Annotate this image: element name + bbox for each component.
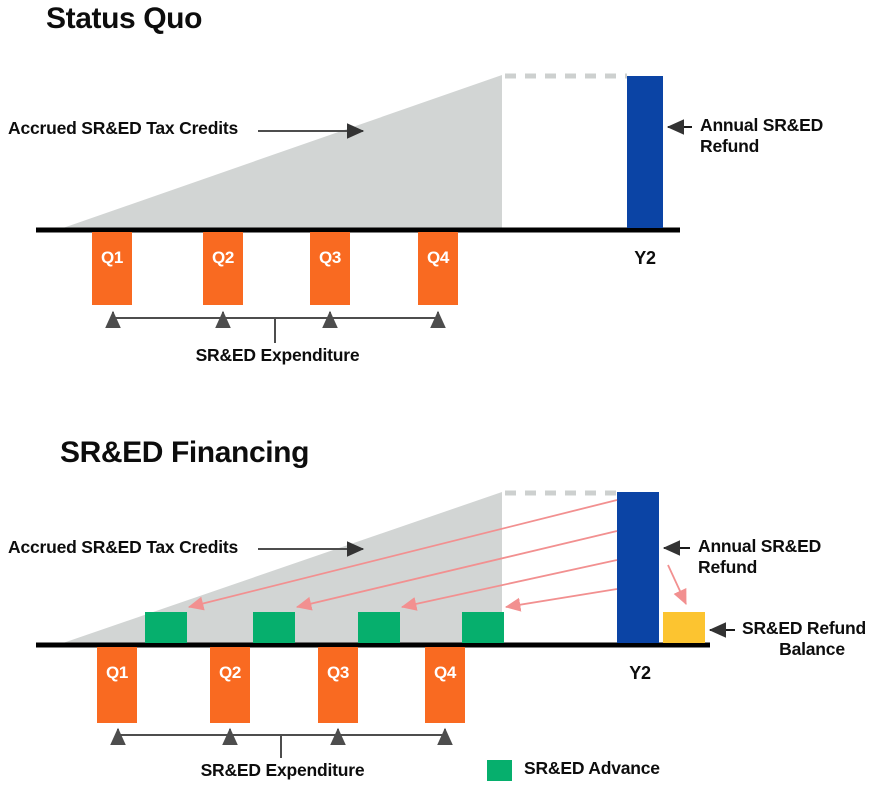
quarter-label-q4-2: Q4 xyxy=(433,663,457,682)
annual-refund-label-1-line1: Annual SR&ED xyxy=(700,115,824,135)
advance-bar-q4 xyxy=(462,612,504,643)
quarter-label-q2-1: Q2 xyxy=(211,248,235,267)
advance-bar-q3 xyxy=(358,612,400,643)
refund-balance-label-line1: SR&ED Refund xyxy=(742,618,866,638)
quarter-label-q3-2: Q3 xyxy=(326,663,350,682)
year-label-1: Y2 xyxy=(634,248,656,268)
expenditure-bar-q1-1 xyxy=(92,232,132,305)
expenditure-bar-q3-2 xyxy=(318,647,358,723)
advance-bar-q1 xyxy=(145,612,187,643)
financing-flow-arrows xyxy=(187,499,687,612)
expenditure-bar-q2-2 xyxy=(210,647,250,723)
expenditure-bracket-1 xyxy=(105,310,446,343)
flow-arrow-q3 xyxy=(400,559,618,611)
accrued-credits-area-1 xyxy=(63,75,502,228)
panel-title-sred-financing: SR&ED Financing xyxy=(60,436,310,469)
advance-bar-q2 xyxy=(253,612,295,643)
annual-refund-label-1-line2: Refund xyxy=(700,136,760,156)
legend-swatch-sred-advance xyxy=(487,760,512,781)
flow-arrow-balance xyxy=(667,564,687,605)
flow-arrow-q2 xyxy=(295,530,618,611)
flow-arrow-q1 xyxy=(187,499,618,611)
expenditure-bar-q3-1 xyxy=(310,232,350,305)
expenditure-bracket-2 xyxy=(110,727,453,758)
expenditure-bar-q2-1 xyxy=(203,232,243,305)
annual-refund-label-2-line2: Refund xyxy=(698,557,758,577)
quarter-label-q2-2: Q2 xyxy=(218,663,242,682)
quarter-label-q4-1: Q4 xyxy=(426,248,450,267)
expenditure-bar-q1-2 xyxy=(97,647,137,723)
refund-balance-label-line2: Balance xyxy=(779,639,845,659)
panel-title-status-quo: Status Quo xyxy=(46,2,203,35)
refund-balance-bar xyxy=(663,612,705,643)
annual-refund-label-2: Annual SR&ED Refund xyxy=(698,536,878,578)
panel-sred-financing-graphics xyxy=(36,490,735,758)
refund-balance-label: SR&ED Refund Balance xyxy=(742,618,881,660)
accrued-credits-area-2 xyxy=(63,492,502,643)
annual-refund-label-1: Annual SR&ED Refund xyxy=(700,115,875,157)
legend-label-sred-advance: SR&ED Advance xyxy=(524,758,660,778)
panel-status-quo-graphics xyxy=(36,73,692,343)
quarter-label-q1-2: Q1 xyxy=(105,663,129,682)
expenditure-bar-q4-2 xyxy=(425,647,465,723)
year-label-2: Y2 xyxy=(629,663,651,683)
quarter-label-q3-1: Q3 xyxy=(318,248,342,267)
annual-refund-bar-2 xyxy=(617,492,659,643)
flow-arrow-q4 xyxy=(504,588,618,612)
expenditure-label-1: SR&ED Expenditure xyxy=(195,345,360,365)
accrued-credits-label-2: Accrued SR&ED Tax Credits xyxy=(8,537,239,557)
accrued-credits-label-1: Accrued SR&ED Tax Credits xyxy=(8,118,239,138)
expenditure-label-2: SR&ED Expenditure xyxy=(200,760,365,780)
annual-refund-label-2-line1: Annual SR&ED xyxy=(698,536,822,556)
annual-refund-bar-1 xyxy=(627,76,663,228)
expenditure-bar-q4-1 xyxy=(418,232,458,305)
quarter-label-q1-1: Q1 xyxy=(100,248,124,267)
